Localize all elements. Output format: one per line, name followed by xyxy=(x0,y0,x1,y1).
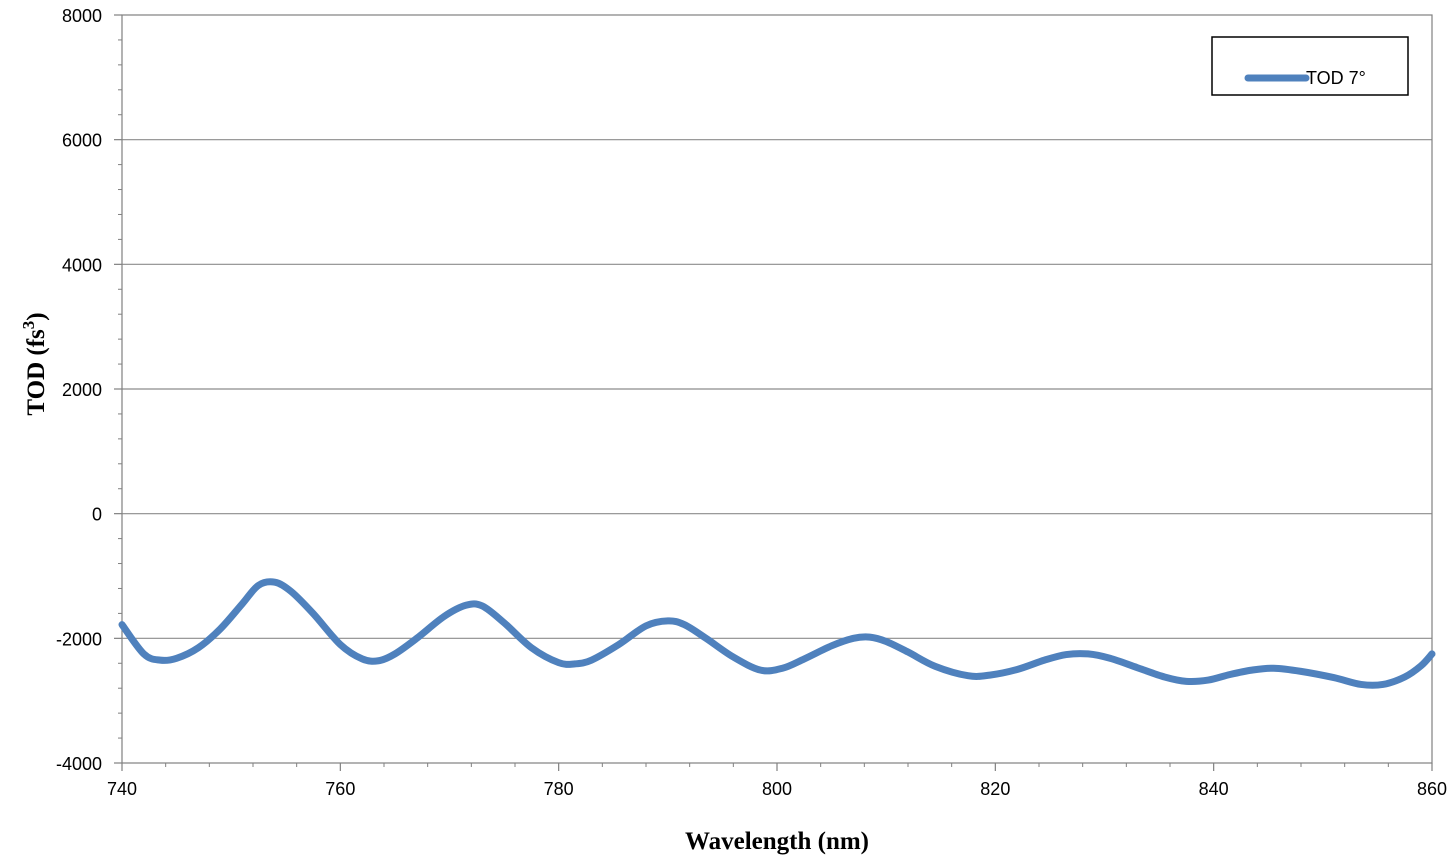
grid-lines xyxy=(122,139,1432,639)
y-axis-ticks: -4000 -2000 0 2000 4000 6000 8000 xyxy=(56,6,122,774)
y-tick-label-2: 0 xyxy=(92,505,102,525)
x-tick-label-6: 860 xyxy=(1417,779,1447,799)
x-tick-label-0: 740 xyxy=(107,779,137,799)
y-axis-title: TOD (fs3) xyxy=(19,312,50,415)
x-axis-title: Wavelength (nm) xyxy=(685,828,869,855)
x-tick-label-1: 760 xyxy=(325,779,355,799)
y-axis-title-main: TOD (fs xyxy=(23,329,50,416)
x-tick-label-4: 820 xyxy=(980,779,1010,799)
y-tick-label-3: 2000 xyxy=(62,380,102,400)
minor-ticks xyxy=(118,39,1389,767)
x-tick-label-3: 800 xyxy=(762,779,792,799)
x-tick-label-5: 840 xyxy=(1199,779,1229,799)
legend-box xyxy=(1211,36,1409,96)
legend: TOD 7° xyxy=(1211,36,1409,96)
y-tick-label-5: 6000 xyxy=(62,131,102,151)
y-axis-title-superscript: 3 xyxy=(19,321,38,330)
y-tick-label-0: -4000 xyxy=(56,754,102,774)
y-tick-label-4: 4000 xyxy=(62,255,102,275)
y-tick-label-6: 8000 xyxy=(62,6,102,26)
series-line-tod-7 xyxy=(118,578,1436,689)
y-tick-label-1: -2000 xyxy=(56,629,102,649)
legend-label: TOD 7° xyxy=(1306,68,1366,88)
x-tick-label-2: 780 xyxy=(544,779,574,799)
x-axis-ticks: 740 760 780 800 820 840 860 xyxy=(107,763,1447,799)
y-axis-title-end: ) xyxy=(23,312,50,320)
